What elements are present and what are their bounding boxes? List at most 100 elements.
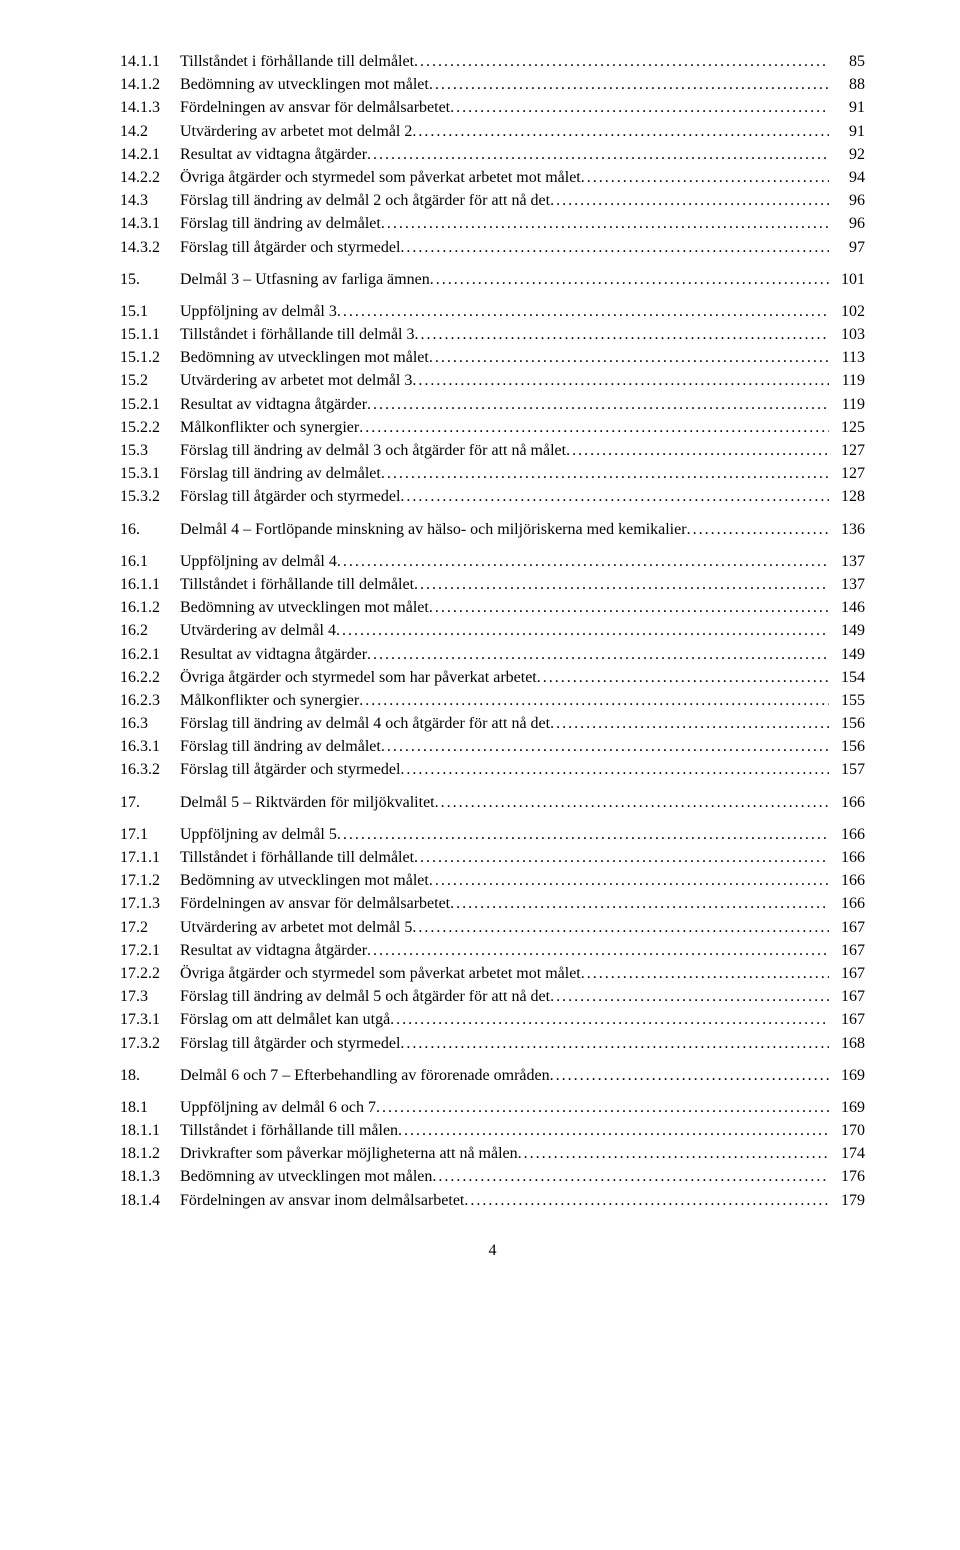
- toc-entry-label: Övriga åtgärder och styrmedel som har på…: [180, 666, 537, 689]
- toc-leader-dots: [367, 643, 829, 666]
- toc-leader-dots: [430, 268, 829, 291]
- toc-leader-dots: [429, 869, 829, 892]
- toc-leader-dots: [390, 1008, 829, 1031]
- toc-entry-page: 137: [829, 550, 865, 573]
- toc-entry: 17.1.1Tillståndet i förhållande till del…: [120, 846, 865, 869]
- toc-entry-label: Utvärdering av arbetet mot delmål 5: [180, 916, 412, 939]
- toc-entry-label: Förslag till ändring av delmål 5 och åtg…: [180, 985, 550, 1008]
- toc-leader-dots: [432, 1165, 829, 1188]
- toc-leader-dots: [550, 189, 829, 212]
- toc-entry-number: 16.3: [120, 712, 180, 735]
- toc-entry-label: Delmål 4 – Fortlöpande minskning av häls…: [180, 518, 687, 541]
- toc-entry-page: 167: [829, 939, 865, 962]
- toc-entry-page: 91: [829, 120, 865, 143]
- toc-entry: 17.2Utvärdering av arbetet mot delmål 51…: [120, 916, 865, 939]
- toc-entry-label: Bedömning av utvecklingen mot målet: [180, 346, 429, 369]
- toc-entry-page: 167: [829, 916, 865, 939]
- toc-gap: [120, 259, 865, 268]
- toc-entry-number: 17.1.2: [120, 869, 180, 892]
- toc-entry: 18.1.2Drivkrafter som påverkar möjlighet…: [120, 1142, 865, 1165]
- toc-entry-number: 17.1.1: [120, 846, 180, 869]
- toc-entry-page: 136: [829, 518, 865, 541]
- toc-entry-number: 15.2.2: [120, 416, 180, 439]
- toc-entry-page: 167: [829, 962, 865, 985]
- toc-entry-label: Bedömning av utvecklingen mot målen: [180, 1165, 432, 1188]
- toc-entry: 14.1.3Fördelningen av ansvar för delmåls…: [120, 96, 865, 119]
- toc-entry-label: Resultat av vidtagna åtgärder: [180, 393, 367, 416]
- toc-entry: 16.2Utvärdering av delmål 4149: [120, 619, 865, 642]
- toc-entry-number: 17.3: [120, 985, 180, 1008]
- toc-leader-dots: [412, 916, 829, 939]
- toc-entry-number: 16.3.1: [120, 735, 180, 758]
- toc-entry-number: 15.3.1: [120, 462, 180, 485]
- toc-entry: 18.1.3Bedömning av utvecklingen mot måle…: [120, 1165, 865, 1188]
- toc-entry-label: Förslag till ändring av delmålet: [180, 462, 381, 485]
- toc-entry-page: 176: [829, 1165, 865, 1188]
- toc-entry: 16.1.1Tillståndet i förhållande till del…: [120, 573, 865, 596]
- toc-entry-page: 128: [829, 485, 865, 508]
- toc-leader-dots: [450, 96, 829, 119]
- toc-entry-number: 16.: [120, 518, 180, 541]
- toc-entry-number: 14.3.2: [120, 236, 180, 259]
- toc-entry-number: 15.1.2: [120, 346, 180, 369]
- toc-entry-label: Tillståndet i förhållande till delmålet: [180, 50, 414, 73]
- toc-entry: 17.1.3Fördelningen av ansvar för delmåls…: [120, 892, 865, 915]
- toc-entry: 14.3.1Förslag till ändring av delmålet96: [120, 212, 865, 235]
- toc-entry: 16.3.1Förslag till ändring av delmålet15…: [120, 735, 865, 758]
- toc-entry-number: 17.1.3: [120, 892, 180, 915]
- toc-entry-number: 15.3: [120, 439, 180, 462]
- toc-entry-label: Delmål 3 – Utfasning av farliga ämnen: [180, 268, 430, 291]
- toc-entry: 16.1Uppföljning av delmål 4137: [120, 550, 865, 573]
- toc-entry-label: Tillståndet i förhållande till målen: [180, 1119, 398, 1142]
- toc-entry-label: Uppföljning av delmål 5: [180, 823, 337, 846]
- toc-entry-page: 119: [829, 369, 865, 392]
- toc-entry-page: 97: [829, 236, 865, 259]
- toc-entry: 14.2Utvärdering av arbetet mot delmål 29…: [120, 120, 865, 143]
- toc-entry-number: 18.1.4: [120, 1189, 180, 1212]
- toc-entry-number: 14.2.2: [120, 166, 180, 189]
- toc-leader-dots: [337, 823, 829, 846]
- toc-entry-page: 102: [829, 300, 865, 323]
- toc-entry: 17.3.1Förslag om att delmålet kan utgå16…: [120, 1008, 865, 1031]
- toc-entry-page: 166: [829, 892, 865, 915]
- toc-entry-page: 101: [829, 268, 865, 291]
- toc-entry-label: Utvärdering av arbetet mot delmål 3: [180, 369, 412, 392]
- toc-leader-dots: [566, 439, 829, 462]
- toc-entry: 14.2.1Resultat av vidtagna åtgärder92: [120, 143, 865, 166]
- toc-entry-label: Målkonflikter och synergier: [180, 689, 359, 712]
- toc-leader-dots: [537, 666, 829, 689]
- toc-entry-label: Förslag till ändring av delmålet: [180, 212, 381, 235]
- toc-entry: 15.1.1Tillståndet i förhållande till del…: [120, 323, 865, 346]
- toc-entry-label: Tillståndet i förhållande till delmålet: [180, 846, 414, 869]
- toc-entry-number: 14.1.1: [120, 50, 180, 73]
- toc-entry-label: Bedömning av utvecklingen mot målet: [180, 596, 429, 619]
- toc-entry-label: Fördelningen av ansvar för delmålsarbete…: [180, 892, 450, 915]
- toc-entry-page: 94: [829, 166, 865, 189]
- toc-entry: 15.1Uppföljning av delmål 3102: [120, 300, 865, 323]
- toc-entry-label: Målkonflikter och synergier: [180, 416, 359, 439]
- toc-entry-label: Förslag till åtgärder och styrmedel: [180, 1032, 400, 1055]
- toc-leader-dots: [400, 758, 829, 781]
- toc-entry-page: 149: [829, 643, 865, 666]
- toc-leader-dots: [398, 1119, 829, 1142]
- toc-leader-dots: [581, 962, 829, 985]
- toc-entry: 17.3.2Förslag till åtgärder och styrmede…: [120, 1032, 865, 1055]
- toc-entry-page: 149: [829, 619, 865, 642]
- toc-leader-dots: [429, 73, 829, 96]
- toc-gap: [120, 541, 865, 550]
- toc-entry-number: 14.2: [120, 120, 180, 143]
- toc-entry-number: 16.1: [120, 550, 180, 573]
- toc-list: 14.1.1Tillståndet i förhållande till del…: [120, 50, 865, 1212]
- toc-entry-page: 169: [829, 1064, 865, 1087]
- toc-gap: [120, 782, 865, 791]
- toc-entry-page: 154: [829, 666, 865, 689]
- toc-leader-dots: [367, 939, 829, 962]
- toc-entry-number: 16.2.2: [120, 666, 180, 689]
- toc-entry-number: 16.2.3: [120, 689, 180, 712]
- toc-entry-number: 15.1: [120, 300, 180, 323]
- toc-entry: 18.Delmål 6 och 7 – Efterbehandling av f…: [120, 1064, 865, 1087]
- toc-leader-dots: [359, 689, 829, 712]
- toc-entry-number: 14.1.3: [120, 96, 180, 119]
- toc-entry-page: 103: [829, 323, 865, 346]
- toc-entry-page: 85: [829, 50, 865, 73]
